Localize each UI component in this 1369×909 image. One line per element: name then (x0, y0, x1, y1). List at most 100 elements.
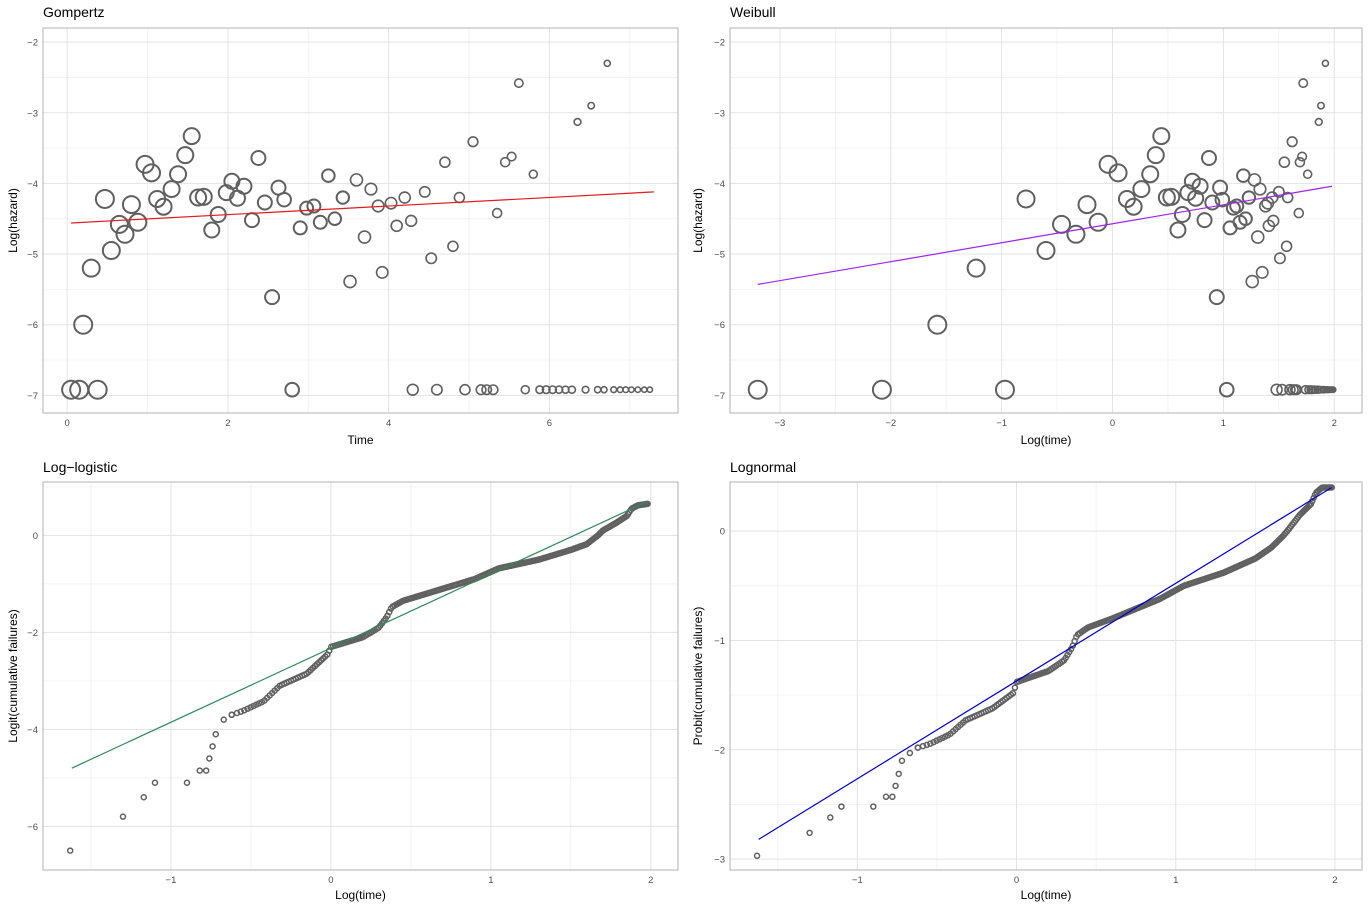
data-point (357, 230, 372, 244)
data-point (1293, 207, 1305, 219)
data-point (241, 707, 248, 714)
data-point (335, 190, 351, 205)
x-tick-label: 2 (648, 875, 653, 886)
data-point (535, 385, 545, 395)
data-point (447, 240, 459, 253)
data-point (640, 386, 648, 394)
data-point (491, 207, 503, 219)
data-point (101, 241, 121, 261)
weibull-marks (747, 59, 1337, 400)
x-tick-label: 0 (64, 418, 69, 429)
data-point (151, 779, 159, 786)
data-point (1306, 502, 1313, 509)
data-point (1108, 163, 1128, 183)
data-point (1229, 198, 1245, 214)
data-point (364, 182, 378, 196)
data-point (838, 803, 845, 810)
data-point (1066, 224, 1086, 244)
x-tick-label: −2 (885, 418, 896, 429)
data-point (1255, 265, 1269, 279)
data-point (1011, 684, 1019, 691)
data-point (398, 191, 412, 204)
data-point (220, 716, 227, 723)
data-point (203, 221, 221, 239)
data-point (1245, 274, 1260, 289)
data-point (622, 386, 630, 394)
y-tick-label: 0 (33, 531, 38, 542)
data-point (609, 385, 618, 394)
data-point (646, 386, 654, 394)
data-point (616, 386, 624, 394)
x-tick-label: 2 (1332, 418, 1337, 429)
data-point (1132, 180, 1151, 199)
gompertz-panel: 0 2 4 6 −7 −6 −5 −4 −3 −2 Gompertz Time Log(hazard) (6, 4, 679, 447)
data-point (467, 136, 479, 148)
fitted-line (71, 500, 648, 769)
data-point (520, 384, 531, 395)
data-point (1124, 197, 1143, 216)
y-tick-label: −3 (27, 108, 38, 119)
data-point (189, 188, 208, 207)
data-point (1169, 221, 1187, 239)
data-point (1225, 200, 1241, 216)
data-point (390, 219, 403, 233)
data-point (202, 767, 210, 774)
data-point (1286, 136, 1298, 148)
data-point (906, 749, 914, 757)
panel-border (42, 27, 679, 414)
data-point (250, 149, 267, 166)
data-point (1204, 194, 1221, 211)
data-point (1273, 252, 1286, 265)
y-axis-label: Log(hazard) (691, 188, 705, 253)
data-point (644, 500, 651, 508)
data-point (1187, 189, 1205, 207)
data-point (870, 803, 877, 810)
data-point (481, 384, 493, 396)
data-point (292, 220, 308, 236)
data-point (475, 384, 487, 396)
data-point (892, 782, 899, 790)
data-point (128, 212, 148, 232)
data-point (966, 258, 986, 278)
y-tick-label: −4 (27, 179, 38, 190)
data-point (1314, 117, 1323, 127)
data-point (1152, 127, 1171, 146)
data-point (1208, 289, 1225, 306)
data-point (1272, 185, 1285, 198)
data-point (182, 127, 201, 146)
data-point (176, 146, 195, 165)
x-tick-label: −1 (996, 418, 1007, 429)
y-tick-label: −6 (27, 320, 38, 331)
x-tick-label: 6 (547, 418, 552, 429)
data-point (1270, 383, 1283, 396)
data-point (1302, 169, 1313, 180)
panel-border (42, 481, 679, 871)
data-point (418, 185, 431, 198)
data-point (1284, 383, 1296, 396)
y-axis-label: Probit(cumulative failures) (691, 607, 705, 746)
data-point (115, 224, 135, 244)
y-tick-label: −6 (27, 822, 38, 833)
y-tick-label: −3 (714, 108, 725, 119)
data-point (567, 385, 577, 394)
data-point (1294, 156, 1306, 168)
data-point (1250, 230, 1265, 244)
data-point (196, 767, 204, 774)
data-point (109, 214, 129, 234)
x-tick-label: −3 (774, 418, 785, 429)
x-tick-label: 4 (386, 418, 391, 429)
data-point (312, 214, 328, 230)
data-point (1016, 189, 1036, 209)
data-point (634, 386, 642, 394)
data-point (406, 383, 419, 396)
x-tick-label: 0 (1014, 875, 1019, 886)
panel-title: Weibull (730, 4, 776, 20)
panel-title: Log−logistic (43, 459, 117, 475)
x-tick-label: 2 (1332, 875, 1337, 886)
data-point (882, 793, 890, 801)
data-point (349, 173, 364, 187)
data-point (1196, 212, 1213, 229)
data-point (573, 117, 582, 127)
data-point (264, 289, 281, 306)
data-point (1141, 165, 1160, 184)
